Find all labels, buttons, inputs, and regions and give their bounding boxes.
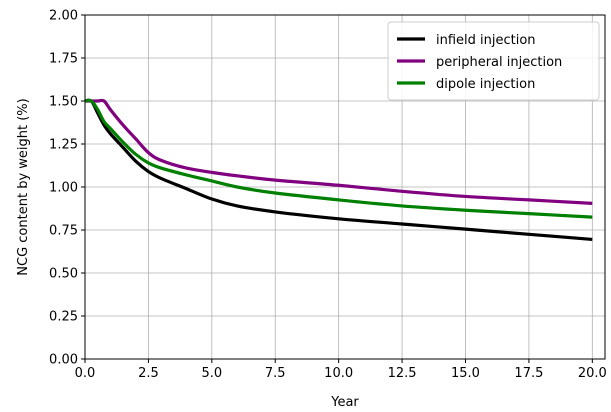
y-tick-label: 1.00 <box>49 181 78 196</box>
y-tick-label: 0.75 <box>49 224 78 239</box>
y-tick-label: 0.50 <box>49 267 78 282</box>
y-tick-label: 0.00 <box>49 353 78 368</box>
x-axis-label: Year <box>330 395 359 410</box>
series-line-2 <box>84 98 593 219</box>
y-axis-label: NCG content by weight (%) <box>16 98 31 275</box>
legend: infield injection peripheral injection dip… <box>387 21 600 101</box>
y-tick-label: 0.25 <box>49 310 78 325</box>
legend-label: infield injection <box>436 33 536 48</box>
x-tick-label: 17.5 <box>514 366 543 381</box>
x-tick-label: 10.0 <box>324 366 353 381</box>
x-tick-label: 15.0 <box>451 366 480 381</box>
x-tick-label: 7.5 <box>265 366 286 381</box>
x-tick-label: 0.0 <box>75 366 96 381</box>
x-tick-label: 5.0 <box>201 366 222 381</box>
x-tick-label: 20.0 <box>578 366 607 381</box>
series-line-1 <box>84 98 593 205</box>
series-line-0 <box>84 98 593 242</box>
y-tick-label: 1.25 <box>49 138 78 153</box>
series-lines <box>84 98 593 242</box>
y-tick-label: 1.75 <box>49 52 78 67</box>
axis-ticks: 0.0 2.5 5.0 7.5 10.0 12.5 15.0 17.5 20.0 0.00 0.25… <box>49 9 607 382</box>
x-tick-label: 2.5 <box>138 366 159 381</box>
legend-label: dipole injection <box>436 77 535 92</box>
y-tick-label: 2.00 <box>49 9 78 24</box>
y-tick-label: 1.50 <box>49 95 78 110</box>
legend-box <box>387 21 600 101</box>
legend-label: peripheral injection <box>436 55 562 70</box>
x-tick-label: 12.5 <box>388 366 417 381</box>
